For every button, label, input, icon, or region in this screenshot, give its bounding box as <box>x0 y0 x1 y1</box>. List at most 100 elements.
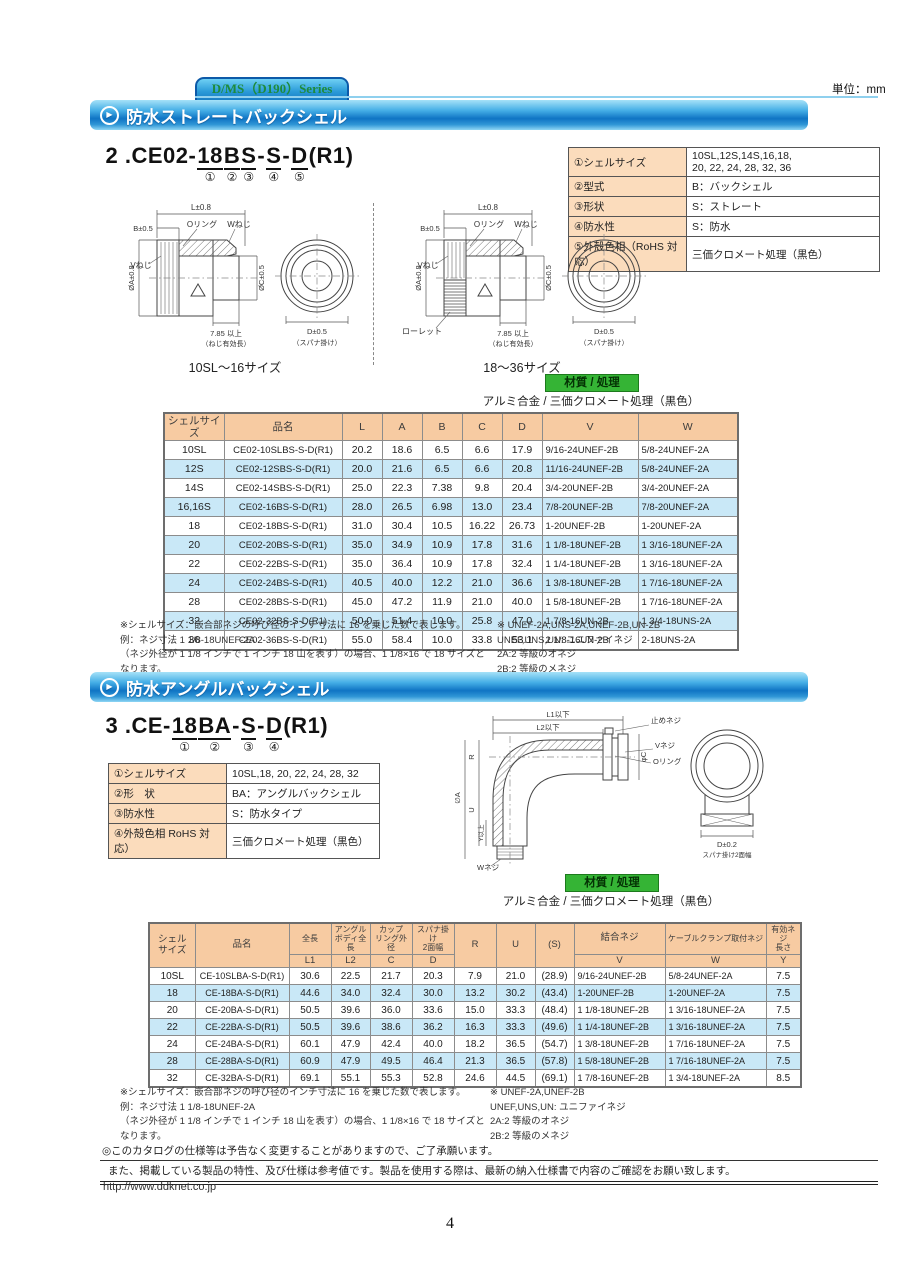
legend-row: ①シェルサイズ 10SL,12S,14S,16,18, 20, 22, 24, … <box>568 147 880 177</box>
dim-dA: ∅A <box>455 792 462 804</box>
dim-B: B±0.5 <box>133 224 153 233</box>
svg-text:（ねじ有効長）: （ねじ有効長） <box>489 339 538 348</box>
table-row: 18 CE-18BA-S-D(R1) 44.6 34.0 32.4 30.0 1… <box>148 984 802 1003</box>
table-header-row-2: L1 L2 C D V W Y <box>149 953 802 969</box>
table-row: 22 CE-22BA-S-D(R1) 50.5 39.6 38.6 36.2 1… <box>148 1018 802 1037</box>
part-number-segment: 3 .CE- <box>105 713 171 738</box>
part-number-segment: (R1) <box>308 143 354 168</box>
table-header-row: シェルサイズ 品名 L A B C D V W <box>163 412 739 442</box>
table-row: 20 CE02-20BS-S-D(R1) 35.0 34.9 10.9 17.8… <box>163 535 739 556</box>
dim-dC: φC <box>639 751 648 762</box>
dim-L1: L1以下 <box>546 710 570 719</box>
material-label-angle: 材質 / 処理 <box>565 874 659 892</box>
drawing-angle: L1以下 L2以下 止めネジ Vネジ Oリング φC R ∅A <box>455 710 764 872</box>
notes-straight-left: ※シェルサイズ：嵌合部ネジの呼び径のインチ寸法に 16 を乗じた数で表します。例… <box>120 619 490 677</box>
note-line: 2B:2 等級のメネジ <box>490 1130 570 1142</box>
material-value-angle: アルミ合金 / 三価クロメート処理（黒色） <box>502 896 720 908</box>
dim-R: R <box>467 754 476 760</box>
table-row: 16,16S CE02-16BS-S-D(R1) 28.0 26.5 6.98 … <box>163 497 739 518</box>
note-line: ※ UNEF-2A,UNS-2A,UNEF-2B,UN-2B <box>497 620 661 631</box>
material-label-straight: 材質 / 処理 <box>545 374 639 392</box>
disclaimer: ◎このカタログの仕様等は予告なく変更することがありますので、ご了承願います。 ま… <box>100 1142 878 1185</box>
legend-row: ⑤外殻色相（RoHS 対応） 三価クロメート処理（黒色） <box>568 236 880 272</box>
drawing-separator <box>373 203 374 365</box>
note-line: （ネジ外径が 1 1/8 インチで 1 インチ 18 山を表す）の場合、1 1/… <box>120 649 485 675</box>
table-row: 10SL CE-10SLBA-S-D(R1) 30.6 22.5 21.7 20… <box>148 967 802 986</box>
part-number-segment: B ② <box>223 143 241 184</box>
svg-text:B±0.5: B±0.5 <box>420 224 440 233</box>
svg-text:ØC±0.5: ØC±0.5 <box>544 265 553 291</box>
unit-label: 単位：mm <box>832 84 886 96</box>
svg-text:（スパナ掛け）: （スパナ掛け） <box>580 338 629 347</box>
series-tab: D/MS（D190）Series <box>195 77 349 100</box>
table-row: 32 CE02-32BS-S-D(R1) 50.0 51.4 10.0 25.8… <box>163 611 739 632</box>
table-row: 24 CE-24BA-S-D(R1) 60.1 47.9 42.4 40.0 1… <box>148 1035 802 1054</box>
play-icon: ▶ <box>100 105 119 125</box>
note-line: UNEF,UNS,UN: ユニファイネジ <box>497 634 633 646</box>
part-number-segment: (R1) <box>283 713 329 738</box>
svg-text:D±0.5: D±0.5 <box>594 327 614 336</box>
drawing-straight-small: L±0.8 B±0.5 Oリング Wねじ Vねじ ØA±0.8 ØC±0.5 7… <box>127 203 359 348</box>
legend-row: ①シェルサイズ 10SL,18, 20, 22, 24, 28, 32 <box>108 763 380 784</box>
notes-straight-right: ※ UNEF-2A,UNS-2A,UNEF-2B,UN-2B UNEF,UNS,U… <box>497 619 737 677</box>
note-line: ※シェルサイズ：嵌合部ネジの呼び径のインチ寸法に 16 を乗じた数で表します。 <box>120 1087 466 1098</box>
w-thread-label: Wネジ <box>477 863 500 872</box>
part-number-segment: 2 .CE02- <box>105 143 197 168</box>
disclaimer-line-1: ◎このカタログの仕様等は予告なく変更することがありますので、ご了承願います。 <box>100 1142 878 1161</box>
part-number-segment: - <box>232 713 240 738</box>
note-line: 例：ネジ寸法 1 1/8-18UNEF-2A <box>120 1101 256 1113</box>
part-number-segment: 18 ① <box>197 143 223 184</box>
dim-D: D±0.2 <box>717 840 737 849</box>
table-row: 32 CE-32BA-S-D(R1) 69.1 55.1 55.3 52.8 2… <box>148 1069 802 1088</box>
note-line: 2A:2 等級のオネジ <box>490 1116 570 1127</box>
part-number-segment: S ③ <box>240 713 257 754</box>
dimension-table-angle: シェル サイズ 品名 全長 アングル ボディ全長 カップ リング外径 スパナ掛け… <box>148 922 802 1089</box>
notes-angle-left: ※シェルサイズ：嵌合部ネジの呼び径のインチ寸法に 16 を乗じた数で表します。例… <box>120 1086 490 1144</box>
section-title: 防水ストレートバックシェル <box>126 107 347 127</box>
dimension-table-straight: シェルサイズ 品名 L A B C D V W 10SL CE02-10SLBS… <box>163 412 739 652</box>
v-thread-label: Vねじ <box>130 261 151 270</box>
part-number-segment: S ③ <box>241 143 257 184</box>
table-row: 28 CE-28BA-S-D(R1) 60.9 47.9 49.5 46.4 2… <box>148 1052 802 1071</box>
section-band-straight: ▶ 防水ストレートバックシェル <box>90 100 808 130</box>
legend-row: ③防水性 S：防水タイプ <box>108 803 380 824</box>
dim-U: U <box>467 807 476 812</box>
part-number-angle: 3 .CE- 18 ① BA ② - S ③ <box>105 713 329 755</box>
section-title: 防水アングルバックシェル <box>126 679 330 699</box>
section-band-angle: ▶ 防水アングルバックシェル <box>90 672 808 702</box>
table-row: 14S CE02-14SBS-S-D(R1) 25.0 22.3 7.38 9.… <box>163 478 739 499</box>
v-thread-label: Vネジ <box>655 741 676 750</box>
dim-dA: ØA±0.8 <box>127 265 136 290</box>
table-row: 28 CE02-28BS-S-D(R1) 45.0 47.2 11.9 21.0… <box>163 592 739 613</box>
page-number: 4 <box>446 1215 454 1232</box>
dim-D-sub: （スパナ掛け） <box>293 338 342 347</box>
table-row: 22 CE02-22BS-S-D(R1) 35.0 36.4 10.9 17.8… <box>163 554 739 575</box>
legend-row: ③形状 S：ストレート <box>568 196 880 217</box>
table-row: 36 CE02-36BS-S-D(R1) 55.0 58.4 10.0 33.8… <box>163 630 739 651</box>
disclaimer-line-2: また、掲載している製品の特性、及び仕様は参考値です。製品を使用する際は、最新の納… <box>108 1165 736 1177</box>
note-line: UNEF,UNS,UN: ユニファイネジ <box>490 1101 626 1113</box>
drawing-straight-large: L±0.8 B±0.5 Oリング Wねじ Vねじ ØA±0.8 ØC±0.5 ロ… <box>402 203 646 348</box>
note-line: 2B:2 等級のメネジ <box>497 663 577 675</box>
legend-row: ②型式 B：バックシェル <box>568 176 880 197</box>
footer-url: http://www.ddknet.co.jp <box>103 1181 217 1193</box>
dim-D-sub: スパナ掛け2面幅 <box>702 850 752 859</box>
code-legend-straight: ①シェルサイズ 10SL,12S,14S,16,18, 20, 22, 24, … <box>568 147 880 272</box>
set-screw-label: 止めネジ <box>651 715 681 725</box>
note-line: ※ UNEF-2A,UNEF-2B <box>490 1087 585 1098</box>
part-number-segment: - <box>282 143 291 168</box>
dim-dC: ØC±0.5 <box>257 265 266 291</box>
dim-D: D±0.5 <box>307 327 327 336</box>
part-number-segment: - <box>257 713 265 738</box>
table-row: 20 CE-20BA-S-D(R1) 50.5 39.6 36.0 33.6 1… <box>148 1001 802 1020</box>
part-number-segment: - <box>257 143 266 168</box>
svg-text:Oリング: Oリング <box>474 219 504 229</box>
note-line: （ネジ外径が 1 1/8 インチで 1 インチ 18 山を表す）の場合、1 1/… <box>120 1116 485 1142</box>
play-icon: ▶ <box>100 677 119 697</box>
legend-row: ②形 状 BA：アングルバックシェル <box>108 783 380 804</box>
table-header-row-1: シェル サイズ 品名 全長 アングル ボディ全長 カップ リング外径 スパナ掛け… <box>148 922 802 969</box>
o-ring-label: Oリング <box>653 756 682 766</box>
svg-text:7.85 以上: 7.85 以上 <box>497 329 529 338</box>
o-ring-label: Oリング <box>187 219 217 229</box>
